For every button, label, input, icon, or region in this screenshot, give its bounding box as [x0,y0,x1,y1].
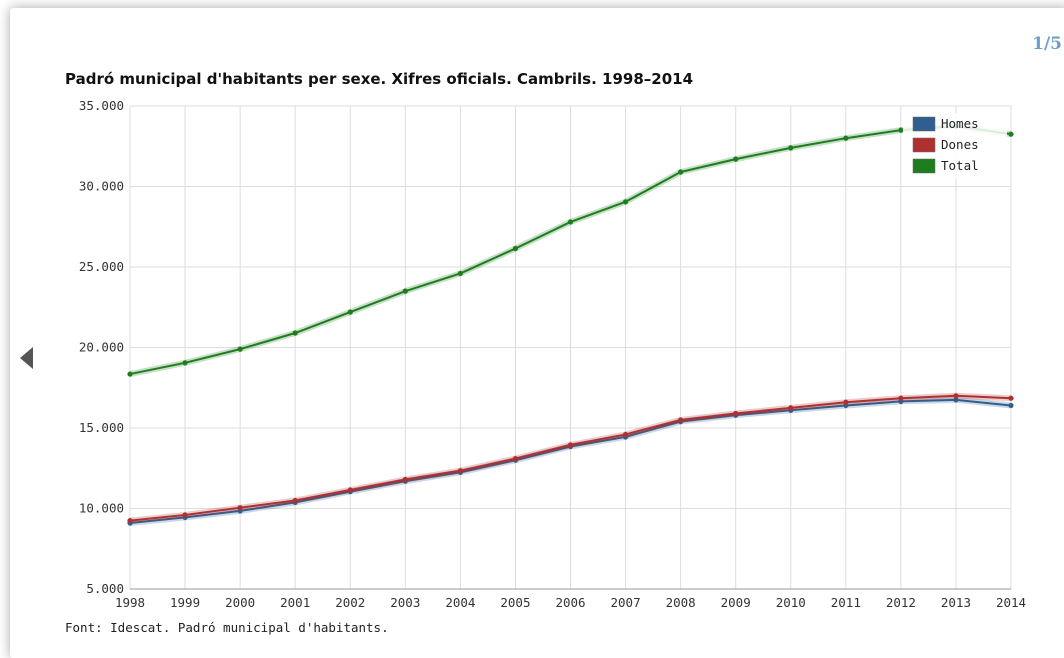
data-point-dones[interactable] [402,476,408,483]
x-tick-label: 2006 [555,595,585,610]
data-point-total[interactable] [733,156,739,162]
y-tick-label: 20.000 [79,340,124,355]
data-point-dones[interactable] [567,442,574,448]
y-tick-label: 10.000 [79,501,124,516]
y-tick-label: 15.000 [79,420,124,435]
data-point-homes[interactable] [1008,402,1014,409]
data-point-homes[interactable] [953,397,959,403]
data-point-dones[interactable] [678,417,684,423]
x-tick-label: 2012 [886,595,916,610]
data-point-total[interactable] [788,145,794,151]
y-tick-label: 5.000 [86,581,124,596]
data-point-dones[interactable] [843,399,849,405]
legend-label-homes: Homes [941,116,979,131]
data-point-total[interactable] [843,135,849,141]
data-point-dones[interactable] [237,505,243,511]
x-tick-label: 2014 [996,595,1026,610]
data-point-total[interactable] [678,169,684,175]
data-point-dones[interactable] [182,512,188,518]
x-tick-label: 2002 [335,595,365,610]
data-point-dones[interactable] [127,517,133,524]
x-tick-label: 1998 [115,595,145,610]
x-tick-label: 1999 [170,595,200,610]
chart-title: Padró municipal d'habitants per sexe. Xi… [65,70,694,88]
data-point-dones[interactable] [788,405,794,411]
data-point-dones[interactable] [1008,395,1014,401]
y-tick-label: 30.000 [79,179,124,194]
y-tick-label: 25.000 [79,259,124,274]
data-point-dones[interactable] [953,393,959,399]
previous-arrow-icon[interactable] [20,347,33,369]
data-point-dones[interactable] [512,455,519,462]
data-point-dones[interactable] [622,431,629,438]
data-point-dones[interactable] [347,487,353,493]
legend-swatch-dones [912,137,936,153]
data-point-total[interactable] [292,330,298,336]
data-point-total[interactable] [622,199,629,205]
x-tick-label: 2013 [941,595,971,610]
legend-swatch-total [912,158,936,174]
data-point-dones[interactable] [457,468,463,474]
x-tick-label: 2003 [390,595,420,610]
data-point-dones[interactable] [898,395,904,401]
pager-indicator: 1/5 [1032,34,1062,54]
data-point-total[interactable] [1008,131,1014,137]
x-tick-label: 2008 [666,595,696,610]
x-tick-label: 2009 [721,595,751,610]
legend-label-dones: Dones [941,137,979,152]
source-note: Font: Idescat. Padró municipal d'habitan… [65,620,389,635]
x-tick-label: 2005 [500,595,530,610]
x-tick-label: 2007 [611,595,641,610]
data-point-total[interactable] [237,346,243,352]
data-point-total[interactable] [182,360,188,366]
data-point-total[interactable] [567,219,574,225]
y-tick-label: 35.000 [79,98,124,113]
data-point-total[interactable] [512,245,519,252]
data-point-total[interactable] [127,371,133,377]
data-point-dones[interactable] [733,410,739,417]
data-point-total[interactable] [898,127,904,133]
data-point-dones[interactable] [292,497,298,504]
x-tick-label: 2001 [280,595,310,610]
data-point-total[interactable] [402,288,408,294]
legend-swatch-homes [912,116,936,132]
x-tick-label: 2011 [831,595,861,610]
x-tick-label: 2010 [776,595,806,610]
x-tick-label: 2000 [225,595,255,610]
data-point-total[interactable] [347,309,353,315]
x-tick-label: 2004 [445,595,475,610]
legend-label-total: Total [941,158,979,173]
data-point-total[interactable] [457,270,463,277]
